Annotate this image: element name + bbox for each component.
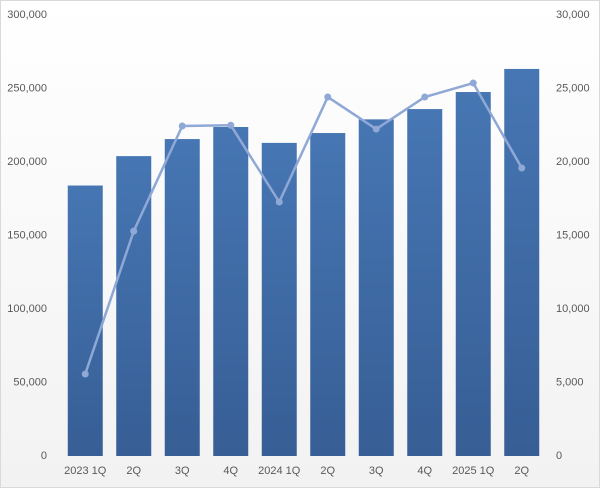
bar	[358, 119, 394, 457]
line-point	[81, 370, 89, 378]
x-tick-label: 4Q	[223, 465, 238, 477]
y-tick-label: 300,000	[7, 9, 47, 21]
y2-tick-label: 10,000	[556, 303, 590, 315]
bar	[455, 92, 491, 456]
line-point	[227, 121, 235, 129]
line-point	[324, 93, 332, 101]
x-tick-label: 4Q	[417, 465, 432, 477]
x-tick-label: 2023 1Q	[64, 465, 107, 477]
line-point	[178, 122, 186, 130]
bar	[407, 109, 443, 456]
bar	[504, 68, 540, 456]
y-tick-label: 50,000	[13, 376, 47, 388]
bar	[116, 156, 152, 456]
bar	[67, 185, 103, 456]
y2-tick-label: 5,000	[556, 376, 584, 388]
y2-tick-label: 0	[556, 450, 562, 462]
bar	[213, 127, 249, 456]
bar	[261, 142, 297, 456]
x-tick-label: 2Q	[126, 465, 141, 477]
x-tick-label: 2024 1Q	[258, 465, 301, 477]
x-tick-label: 2Q	[320, 465, 335, 477]
line-point	[469, 79, 477, 87]
y2-tick-label: 20,000	[556, 156, 590, 168]
line-point	[130, 227, 138, 235]
bar	[310, 133, 346, 456]
x-tick-label: 3Q	[369, 465, 384, 477]
y-tick-label: 150,000	[7, 229, 47, 241]
bar	[164, 139, 200, 456]
line-point	[518, 164, 526, 172]
y-tick-label: 100,000	[7, 303, 47, 315]
line-point	[421, 93, 429, 101]
y2-tick-label: 15,000	[556, 229, 590, 241]
y2-tick-label: 30,000	[556, 9, 590, 21]
line-point	[275, 198, 283, 206]
y-tick-label: 0	[41, 450, 47, 462]
x-tick-label: 2025 1Q	[452, 465, 495, 477]
line	[84, 81, 523, 375]
x-tick-label: 2Q	[514, 465, 529, 477]
line-point	[372, 125, 380, 133]
y2-tick-label: 25,000	[556, 82, 590, 94]
y-tick-label: 250,000	[7, 82, 47, 94]
y-tick-label: 200,000	[7, 156, 47, 168]
x-tick-label: 3Q	[175, 465, 190, 477]
